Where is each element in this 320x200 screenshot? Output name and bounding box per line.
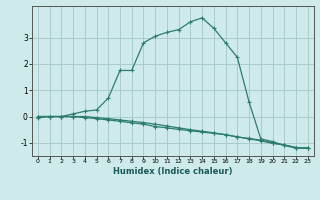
X-axis label: Humidex (Indice chaleur): Humidex (Indice chaleur) bbox=[113, 167, 233, 176]
